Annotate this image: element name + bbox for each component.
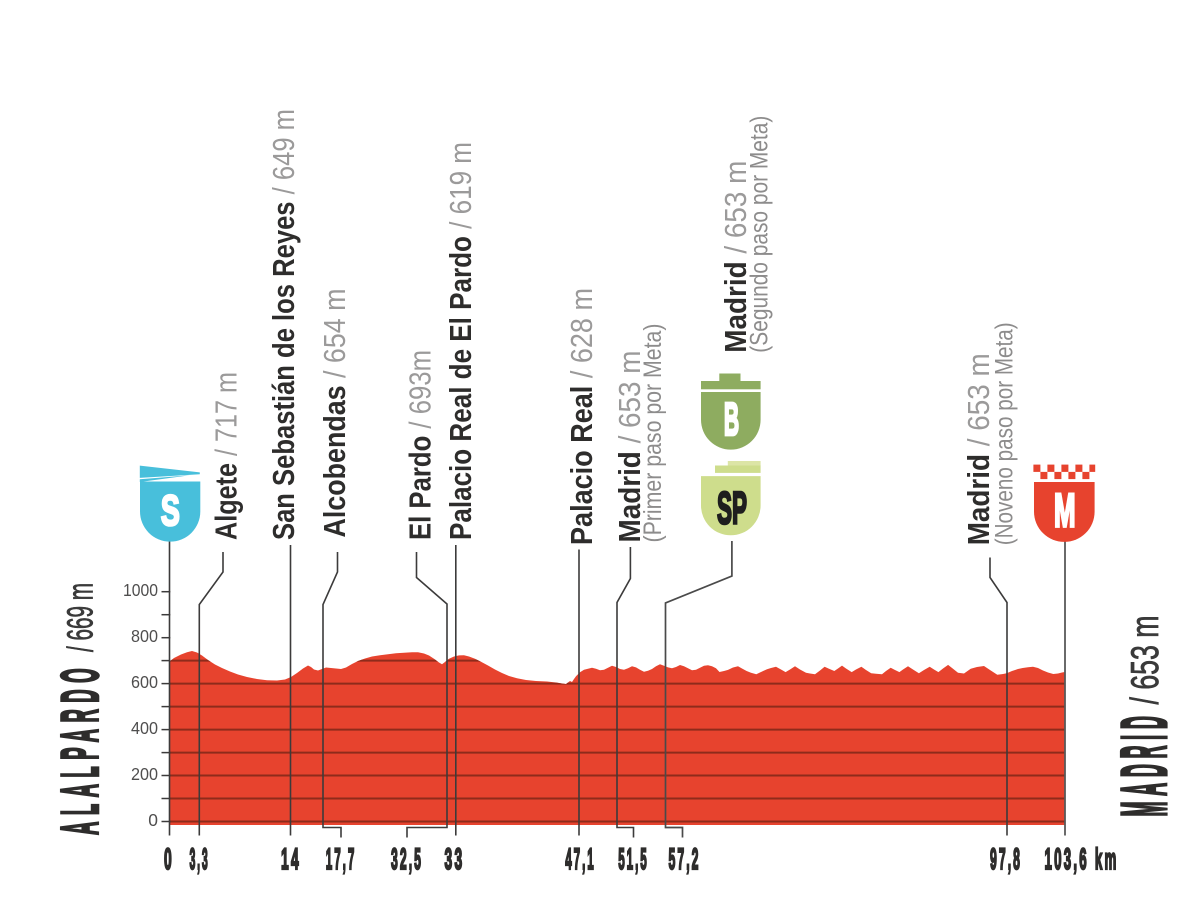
svg-text:200: 200 — [131, 764, 158, 784]
svg-text:103,6 km: 103,6 km — [1045, 843, 1119, 876]
svg-text:Madrid / 653 m: Madrid / 653 m — [961, 353, 996, 545]
svg-text:/ 669 m: / 669 m — [60, 583, 101, 652]
svg-text:Madrid / 653 m: Madrid / 653 m — [612, 351, 647, 543]
svg-text:1000: 1000 — [123, 580, 158, 600]
svg-text:33: 33 — [445, 843, 465, 876]
svg-text:Madrid / 653 m: Madrid / 653 m — [718, 161, 753, 353]
svg-text:ALALPARDO: ALALPARDO — [51, 662, 110, 835]
svg-text:Alcobendas / 654 m: Alcobendas / 654 m — [317, 289, 352, 538]
svg-text:B: B — [724, 394, 739, 445]
svg-text:San Sebastián de los Reyes / 6: San Sebastián de los Reyes / 649 m — [266, 109, 301, 540]
svg-text:47,1: 47,1 — [565, 843, 596, 876]
svg-text:S: S — [161, 486, 180, 534]
svg-text:(Noveno paso por Meta): (Noveno paso por Meta) — [991, 322, 1019, 545]
svg-text:/ 653 m: / 653 m — [1124, 616, 1167, 705]
svg-text:3,3: 3,3 — [190, 843, 210, 876]
svg-text:Palacio Real / 628 m: Palacio Real / 628 m — [564, 288, 599, 545]
svg-text:0: 0 — [148, 810, 158, 830]
svg-text:32,5: 32,5 — [391, 843, 423, 876]
svg-text:600: 600 — [131, 672, 158, 692]
svg-text:(Primer paso por Meta): (Primer paso por Meta) — [639, 324, 667, 543]
svg-text:14: 14 — [281, 843, 301, 876]
svg-text:M: M — [1054, 486, 1076, 538]
svg-text:0: 0 — [164, 843, 174, 876]
svg-text:Palacio Real de El Pardo / 619: Palacio Real de El Pardo / 619 m — [443, 142, 478, 540]
svg-text:SP: SP — [717, 483, 747, 534]
svg-text:El Pardo / 693m: El Pardo / 693m — [403, 350, 438, 540]
svg-text:Algete / 717 m: Algete / 717 m — [209, 372, 244, 540]
svg-text:800: 800 — [131, 626, 158, 646]
svg-text:51,5: 51,5 — [618, 843, 649, 876]
svg-text:17,7: 17,7 — [326, 843, 357, 876]
svg-text:400: 400 — [131, 718, 158, 738]
svg-text:(Segundo paso por Meta): (Segundo paso por Meta) — [746, 116, 774, 353]
svg-text:57,2: 57,2 — [669, 843, 701, 876]
svg-text:97,8: 97,8 — [990, 843, 1022, 876]
svg-text:MADRID: MADRID — [1108, 711, 1180, 817]
